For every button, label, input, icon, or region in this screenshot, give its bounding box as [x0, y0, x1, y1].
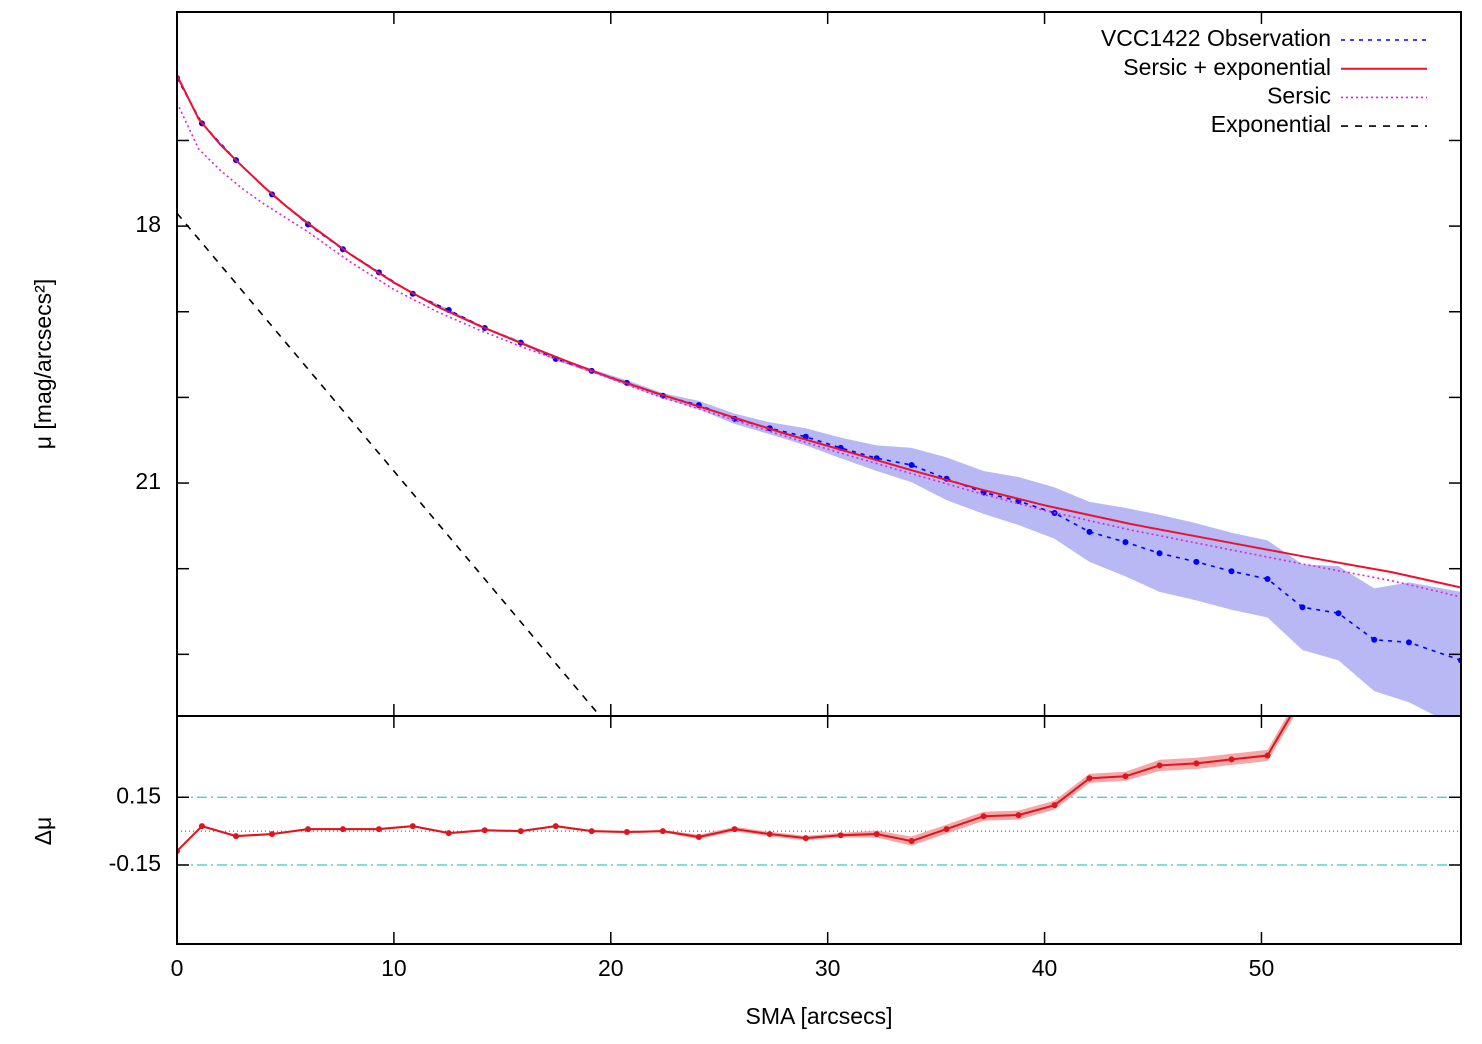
data-point: [623, 829, 630, 836]
plot-area: [177, 74, 1461, 716]
data-point: [1122, 773, 1129, 780]
series-line: [177, 102, 1461, 598]
data-point: [375, 826, 382, 833]
data-point: [517, 828, 524, 835]
data-point: [1156, 762, 1163, 769]
x-tick-label: 40: [1032, 955, 1058, 981]
data-point: [659, 828, 666, 835]
plot-frame: [176, 715, 1462, 945]
data-point: [873, 831, 880, 838]
data-point: [198, 823, 205, 830]
data-point: [1335, 693, 1341, 699]
series-line: [177, 716, 1292, 852]
data-point: [1193, 558, 1200, 565]
y-tick-label: 0.15: [116, 782, 161, 808]
data-point: [1086, 528, 1093, 535]
data-point: [409, 823, 416, 830]
y-tick-label: -0.15: [109, 850, 161, 876]
series-line: [177, 74, 1461, 589]
data-point: [1299, 604, 1306, 611]
data-point: [908, 838, 915, 845]
data-point: [802, 835, 809, 842]
data-point: [980, 813, 987, 820]
legend-label: Sersic: [1267, 82, 1331, 108]
data-point: [1051, 802, 1058, 809]
data-point: [1193, 760, 1200, 767]
data-point: [1264, 575, 1271, 582]
x-tick-label: 0: [171, 955, 184, 981]
legend-label: Exponential: [1211, 111, 1331, 137]
data-point: [1156, 550, 1163, 557]
data-point: [588, 828, 595, 835]
x-tick-label: 20: [598, 955, 624, 981]
x-tick-label: 30: [815, 955, 841, 981]
data-point: [1228, 756, 1235, 763]
data-point: [1405, 639, 1412, 646]
data-point: [908, 462, 915, 469]
data-point: [1015, 812, 1022, 819]
data-point: [232, 833, 239, 840]
data-point: [1299, 693, 1305, 699]
x-axis-label: SMA [arcsecs]: [746, 1003, 893, 1029]
x-tick-label: 50: [1249, 955, 1275, 981]
series-line: [177, 212, 601, 716]
data-point: [1335, 610, 1342, 617]
error-band: [177, 77, 1461, 716]
x-tick-label: 10: [381, 955, 407, 981]
data-point: [339, 826, 346, 833]
data-point: [837, 832, 844, 839]
plot-area: [177, 693, 1461, 866]
data-point: [1122, 539, 1129, 546]
data-point: [943, 826, 950, 833]
legend-label: Sersic + exponential: [1123, 54, 1331, 80]
data-point: [731, 826, 738, 833]
legend-label: VCC1422 Observation: [1101, 25, 1331, 51]
data-point: [766, 831, 773, 838]
data-point: [305, 826, 312, 833]
data-point: [695, 833, 702, 840]
data-point: [268, 831, 275, 838]
y-axis-label: Δμ: [30, 817, 56, 846]
data-point: [1264, 752, 1271, 759]
data-point: [1086, 775, 1093, 782]
y-tick-label: 21: [135, 468, 161, 494]
y-tick-label: 18: [135, 211, 161, 237]
error-band: [177, 716, 1295, 853]
data-point: [1371, 636, 1378, 643]
data-point: [445, 830, 452, 837]
y-axis-label: μ [mag/arcsecs²]: [30, 279, 56, 449]
data-point: [481, 827, 488, 834]
data-point: [1228, 568, 1235, 575]
data-point: [552, 823, 559, 830]
